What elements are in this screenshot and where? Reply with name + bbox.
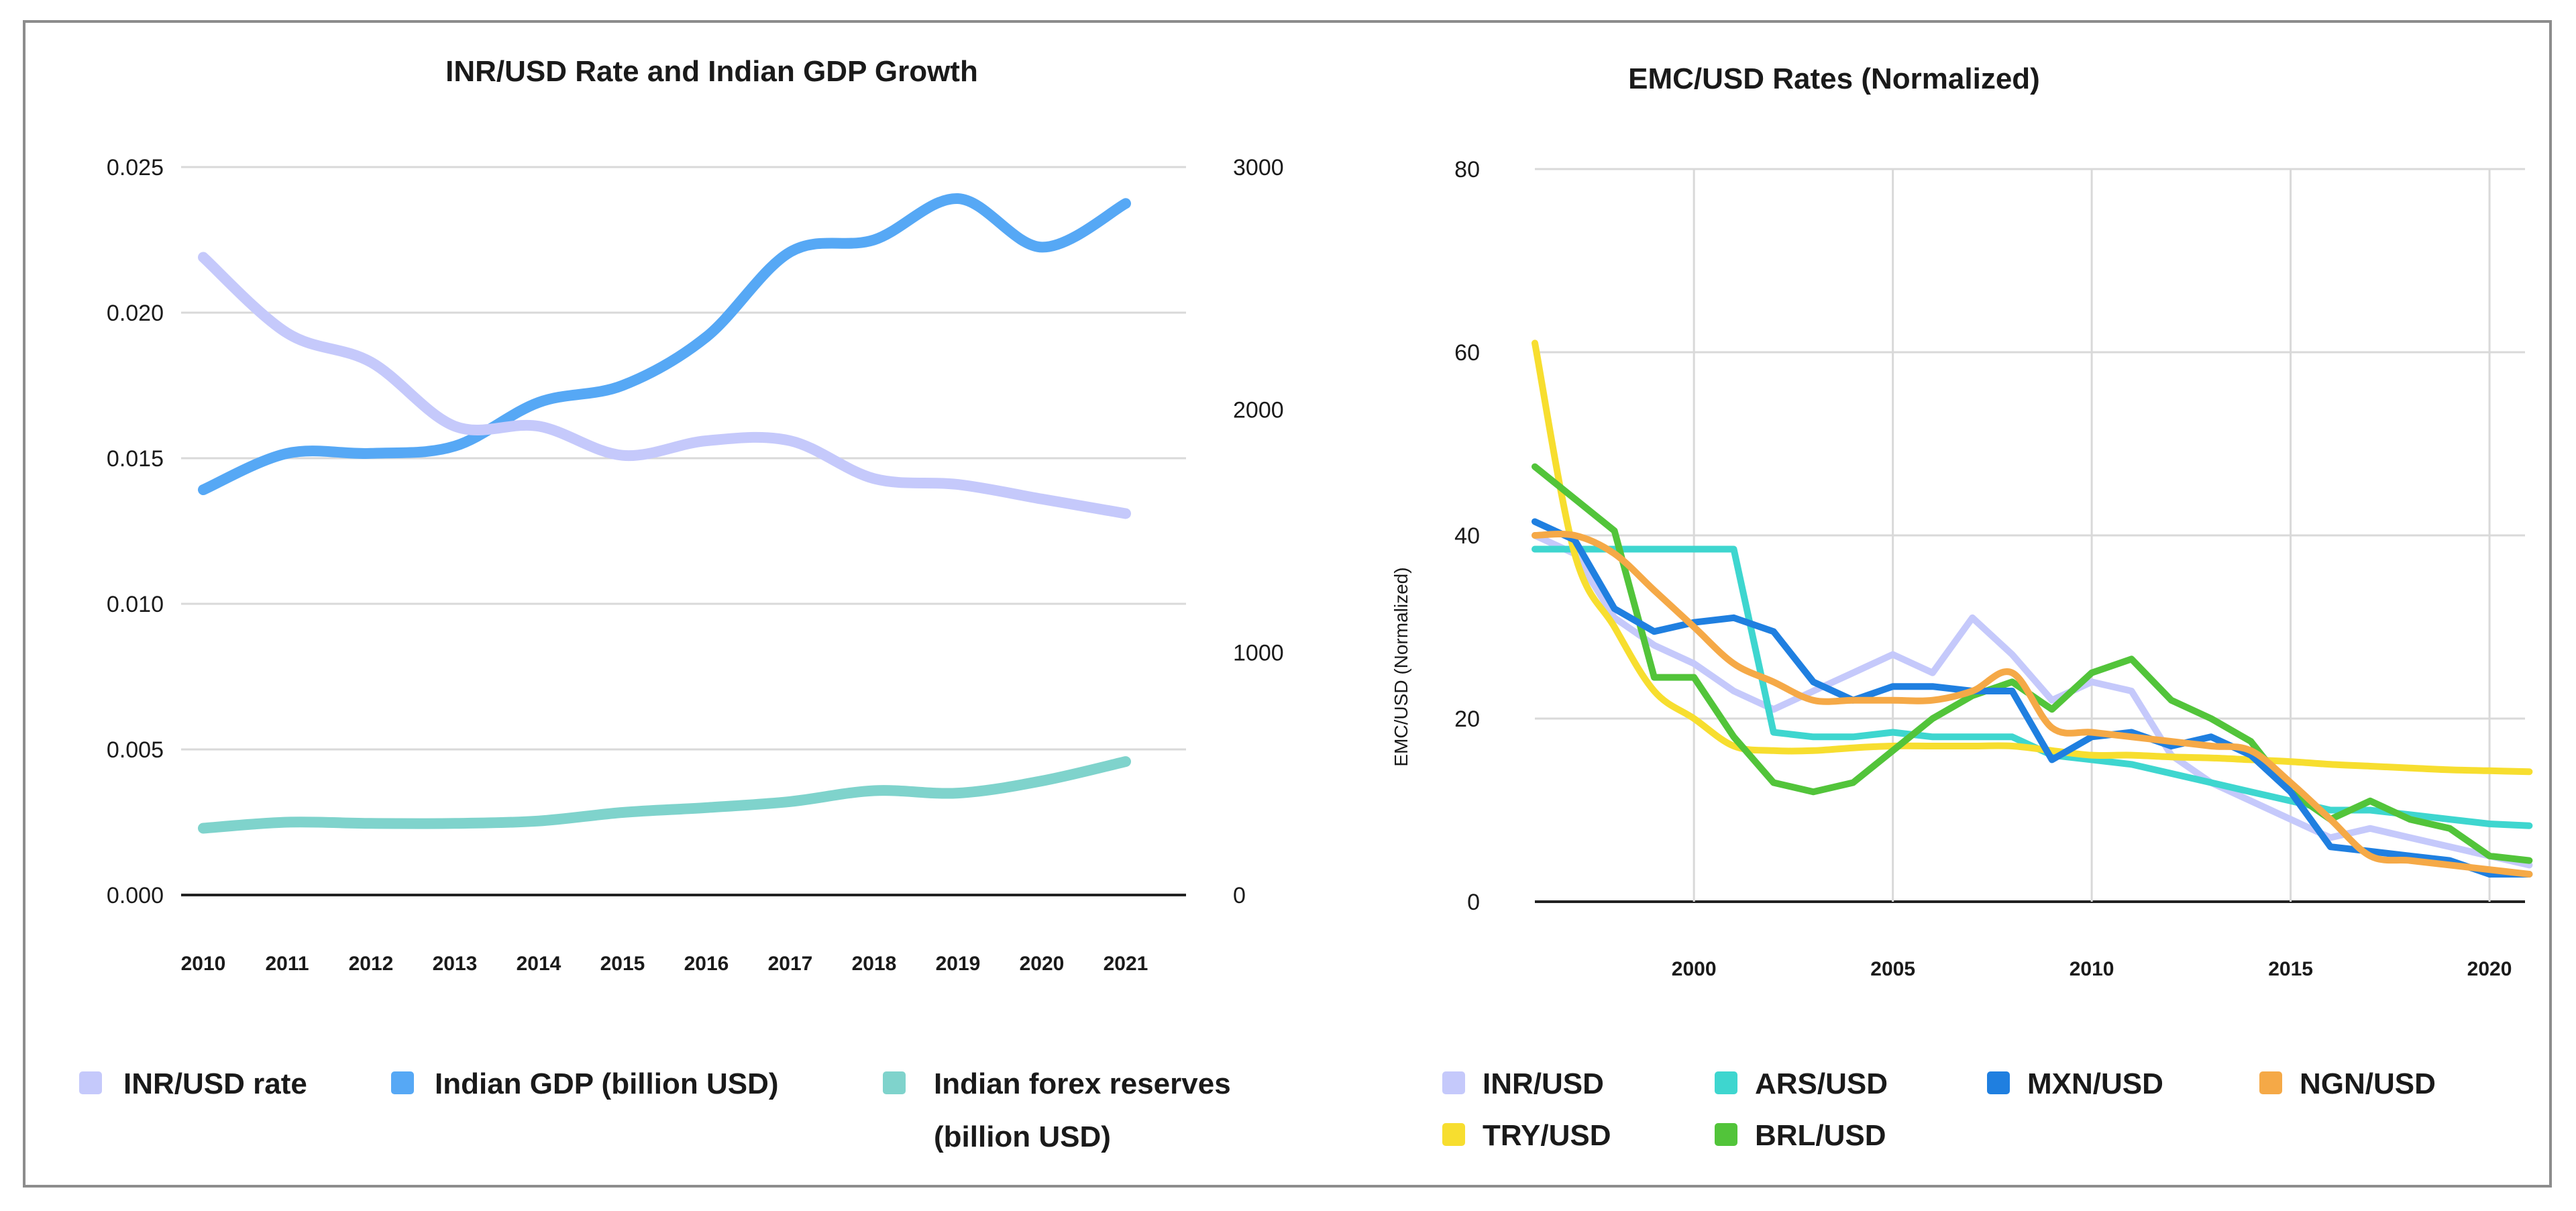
right-x-tick-label: 2020 xyxy=(2467,958,2512,980)
left-x-tick-label: 2021 xyxy=(1104,953,1148,975)
legend-item-indian-gdp: Indian GDP (billion USD) xyxy=(391,1067,779,1100)
legend-label-mxn-usd: MXN/USD xyxy=(2027,1067,2163,1100)
legend-swatch-ars-usd xyxy=(1715,1071,1737,1094)
right-y-tick-label: 0 xyxy=(1233,883,1246,908)
legend-swatch-mxn-usd xyxy=(1987,1071,2010,1094)
legend-swatch-try-usd xyxy=(1442,1123,1465,1146)
left-x-tick-label: 2014 xyxy=(517,953,561,975)
right-y-axis-label: EMC/USD (Normalized) xyxy=(1391,567,1411,766)
left-chart-title: INR/USD Rate and Indian GDP Growth xyxy=(445,55,978,88)
legend-item-inr-usd-rate: INR/USD rate xyxy=(79,1067,307,1100)
legend-label-inr-usd: INR/USD xyxy=(1483,1067,1604,1100)
left-x-tick-label: 2012 xyxy=(349,953,394,975)
left-series-lines xyxy=(198,193,1131,834)
legend-swatch-ngn-usd xyxy=(2259,1071,2282,1094)
legend-item-inr-usd: INR/USD xyxy=(1442,1067,1604,1100)
figure-canvas: INR/USD Rate and Indian GDP Growth 0.000… xyxy=(79,55,2533,1153)
legend-swatch-inr-usd-rate xyxy=(79,1071,102,1094)
left-y-tick-label: 0.005 xyxy=(107,737,164,763)
right-y-tick-label: 1000 xyxy=(1233,640,1284,666)
legend-item-try-usd: TRY/USD xyxy=(1442,1119,1611,1152)
right-y-tick-label: 3000 xyxy=(1233,155,1284,180)
left-x-tick-label: 2020 xyxy=(1020,953,1065,975)
legend-label-ngn-usd: NGN/USD xyxy=(2300,1067,2436,1100)
legend-label-brl-usd: BRL/USD xyxy=(1755,1119,1886,1152)
legend-item-ars-usd: ARS/USD xyxy=(1715,1067,1888,1100)
left-x-tick-label: 2017 xyxy=(768,953,813,975)
legend-swatch-indian-gdp xyxy=(391,1071,414,1094)
right-y-tick-label: 80 xyxy=(1454,157,1480,182)
right-chart: EMC/USD Rates (Normalized) 0 20 40 60 80 200… xyxy=(1391,62,2533,1152)
legend-label-indian-forex-line2: (billion USD) xyxy=(934,1120,1111,1153)
left-x-tick-label: 2011 xyxy=(265,953,309,975)
right-gridlines xyxy=(1535,168,2525,903)
right-y-tick-labels: 0 1000 2000 3000 xyxy=(1233,155,1284,908)
legend-label-indian-gdp: Indian GDP (billion USD) xyxy=(435,1067,779,1100)
right-series-lines xyxy=(1532,339,2533,878)
right-x-tick-label: 2010 xyxy=(2070,958,2114,980)
right-y-tick-label: 0 xyxy=(1467,890,1480,915)
figure-frame: INR/USD Rate and Indian GDP Growth 0.000… xyxy=(23,20,2552,1188)
legend-item-mxn-usd: MXN/USD xyxy=(1987,1067,2163,1100)
right-y-tick-label: 20 xyxy=(1454,706,1480,732)
legend-swatch-brl-usd xyxy=(1715,1123,1737,1146)
right-x-tick-label: 2000 xyxy=(1672,958,1717,980)
left-y-tick-label: 0.010 xyxy=(107,592,164,617)
left-x-tick-label: 2013 xyxy=(433,953,478,975)
series-line-brl-usd xyxy=(1532,463,2533,864)
right-y-tick-label: 40 xyxy=(1454,523,1480,549)
right-x-tick-labels: 2000 2005 2010 2015 2020 xyxy=(1672,958,2512,980)
legend-item-indian-forex: Indian forex reserves (billion USD) xyxy=(883,1067,1231,1153)
left-x-tick-label: 2019 xyxy=(936,953,981,975)
left-y-tick-label: 0.025 xyxy=(107,155,164,180)
right-x-tick-label: 2015 xyxy=(2268,958,2313,980)
legend-label-inr-usd-rate: INR/USD rate xyxy=(123,1067,307,1100)
right-legend: INR/USD ARS/USD MXN/USD NGN/USD TRY/USD … xyxy=(1442,1067,2436,1152)
legend-swatch-indian-forex xyxy=(883,1071,906,1094)
legend-label-indian-forex: Indian forex reserves xyxy=(934,1067,1231,1100)
series-line-inr-usd-rate xyxy=(198,252,1131,519)
series-line-indian-forex-reserves xyxy=(198,756,1131,834)
legend-item-ngn-usd: NGN/USD xyxy=(2259,1067,2436,1100)
left-x-tick-label: 2018 xyxy=(852,953,897,975)
left-legend: INR/USD rate Indian GDP (billion USD) In… xyxy=(79,1067,1231,1153)
left-y-tick-label: 0.000 xyxy=(107,883,164,908)
legend-item-brl-usd: BRL/USD xyxy=(1715,1119,1886,1152)
right-x-tick-label: 2005 xyxy=(1870,958,1915,980)
left-x-tick-label: 2010 xyxy=(181,953,226,975)
legend-label-try-usd: TRY/USD xyxy=(1483,1119,1611,1152)
left-y-tick-label: 0.020 xyxy=(107,301,164,326)
series-line-ars-usd xyxy=(1532,545,2533,829)
left-y-tick-label: 0.015 xyxy=(107,446,164,472)
legend-label-ars-usd: ARS/USD xyxy=(1755,1067,1888,1100)
series-line-inr-usd xyxy=(1532,532,2533,869)
right-chart-title: EMC/USD Rates (Normalized) xyxy=(1628,62,2040,95)
left-x-tick-labels: 2010 2011 2012 2013 2014 2015 2016 2017 2018 2019… xyxy=(181,953,1148,975)
right-y-tick-label: 2000 xyxy=(1233,398,1284,423)
left-chart: INR/USD Rate and Indian GDP Growth 0.000… xyxy=(79,55,1284,1153)
left-x-tick-label: 2016 xyxy=(684,953,729,975)
series-line-try-usd xyxy=(1532,339,2533,776)
legend-swatch-inr-usd xyxy=(1442,1071,1465,1094)
series-line-ngn-usd xyxy=(1532,531,2533,878)
right-y-tick-labels: 0 20 40 60 80 xyxy=(1454,157,1480,915)
left-y-tick-labels: 0.000 0.005 0.010 0.015 0.020 0.025 xyxy=(107,155,164,908)
left-x-tick-label: 2015 xyxy=(600,953,645,975)
series-line-indian-gdp-billion-usd xyxy=(198,193,1131,495)
right-y-tick-label: 60 xyxy=(1454,340,1480,366)
